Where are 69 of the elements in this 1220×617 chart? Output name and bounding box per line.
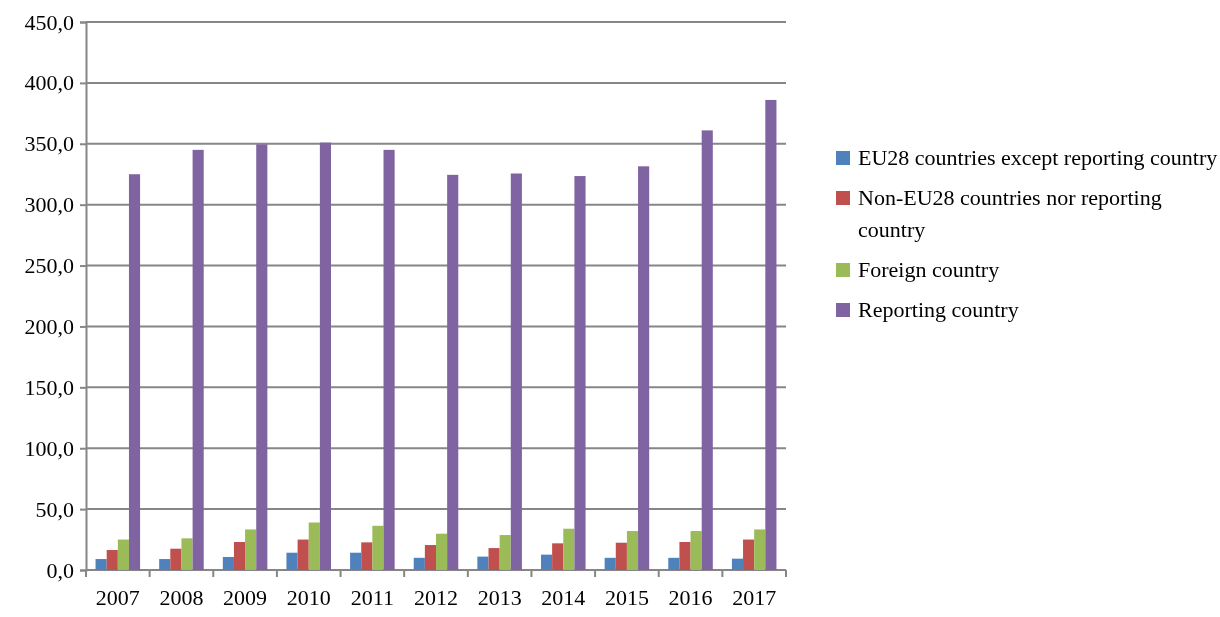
bar [256,144,268,570]
x-tick-label: 2011 [350,585,394,610]
bar [308,522,320,570]
bar [743,539,755,570]
bar [350,552,362,570]
x-tick-label: 2014 [541,585,586,610]
bar [106,550,118,570]
x-tick-label: 2017 [732,585,777,610]
bar [563,528,575,570]
bar [286,552,298,570]
y-tick-label: 150,0 [24,374,74,400]
bar [170,548,182,570]
bar [192,149,204,570]
bar [626,531,639,570]
y-tick-label: 350,0 [24,131,74,157]
x-tick-label: 2015 [604,585,649,610]
bar [679,541,691,570]
bar [436,533,448,570]
bar [552,543,564,570]
y-tick-label: 50,0 [35,496,74,522]
bar [638,166,650,570]
bar [447,174,459,570]
legend-label: Reporting country [858,297,1019,322]
bar [488,548,500,570]
bar [233,541,246,570]
x-tick-label: 2013 [477,585,522,610]
bar [297,539,309,570]
x-tick-label: 2007 [95,585,140,610]
x-tick-label: 2016 [668,585,713,610]
bar [668,557,680,570]
bar [319,142,331,570]
x-tick-label: 2009 [223,585,268,610]
y-tick-label: 100,0 [24,435,74,461]
legend-label: Foreign country [858,257,1000,282]
bar [510,173,522,570]
bar [95,559,107,570]
bar [604,557,616,570]
bar [159,559,171,570]
y-tick-label: 250,0 [24,253,74,279]
y-tick-label: 0,0 [46,557,74,583]
bar [222,556,234,570]
bar [245,529,257,570]
bar [499,535,511,570]
bar [701,130,713,570]
bar [574,176,586,570]
bar [383,149,395,570]
legend-label: Non-EU28 countries nor reporting country [858,185,1162,242]
bar [181,538,193,570]
bar [128,174,141,570]
bar [424,545,436,570]
bar [541,554,553,570]
y-tick-label: 450,0 [24,9,74,35]
x-tick-label: 2008 [159,585,204,610]
bar [372,525,384,570]
bar [117,539,129,570]
bar [361,542,373,570]
bar [477,556,489,570]
y-tick-label: 300,0 [24,192,74,218]
bar [615,542,627,570]
bar [765,99,777,570]
y-tick-label: 400,0 [24,70,74,96]
bar [690,531,702,570]
legend-label: EU28 countries except reporting country [858,145,1218,170]
bar [413,557,425,570]
bar [754,529,766,570]
x-tick-label: 2012 [414,585,458,610]
y-tick-label: 200,0 [24,313,74,339]
x-tick-label: 2010 [286,585,331,610]
bar [731,558,744,570]
